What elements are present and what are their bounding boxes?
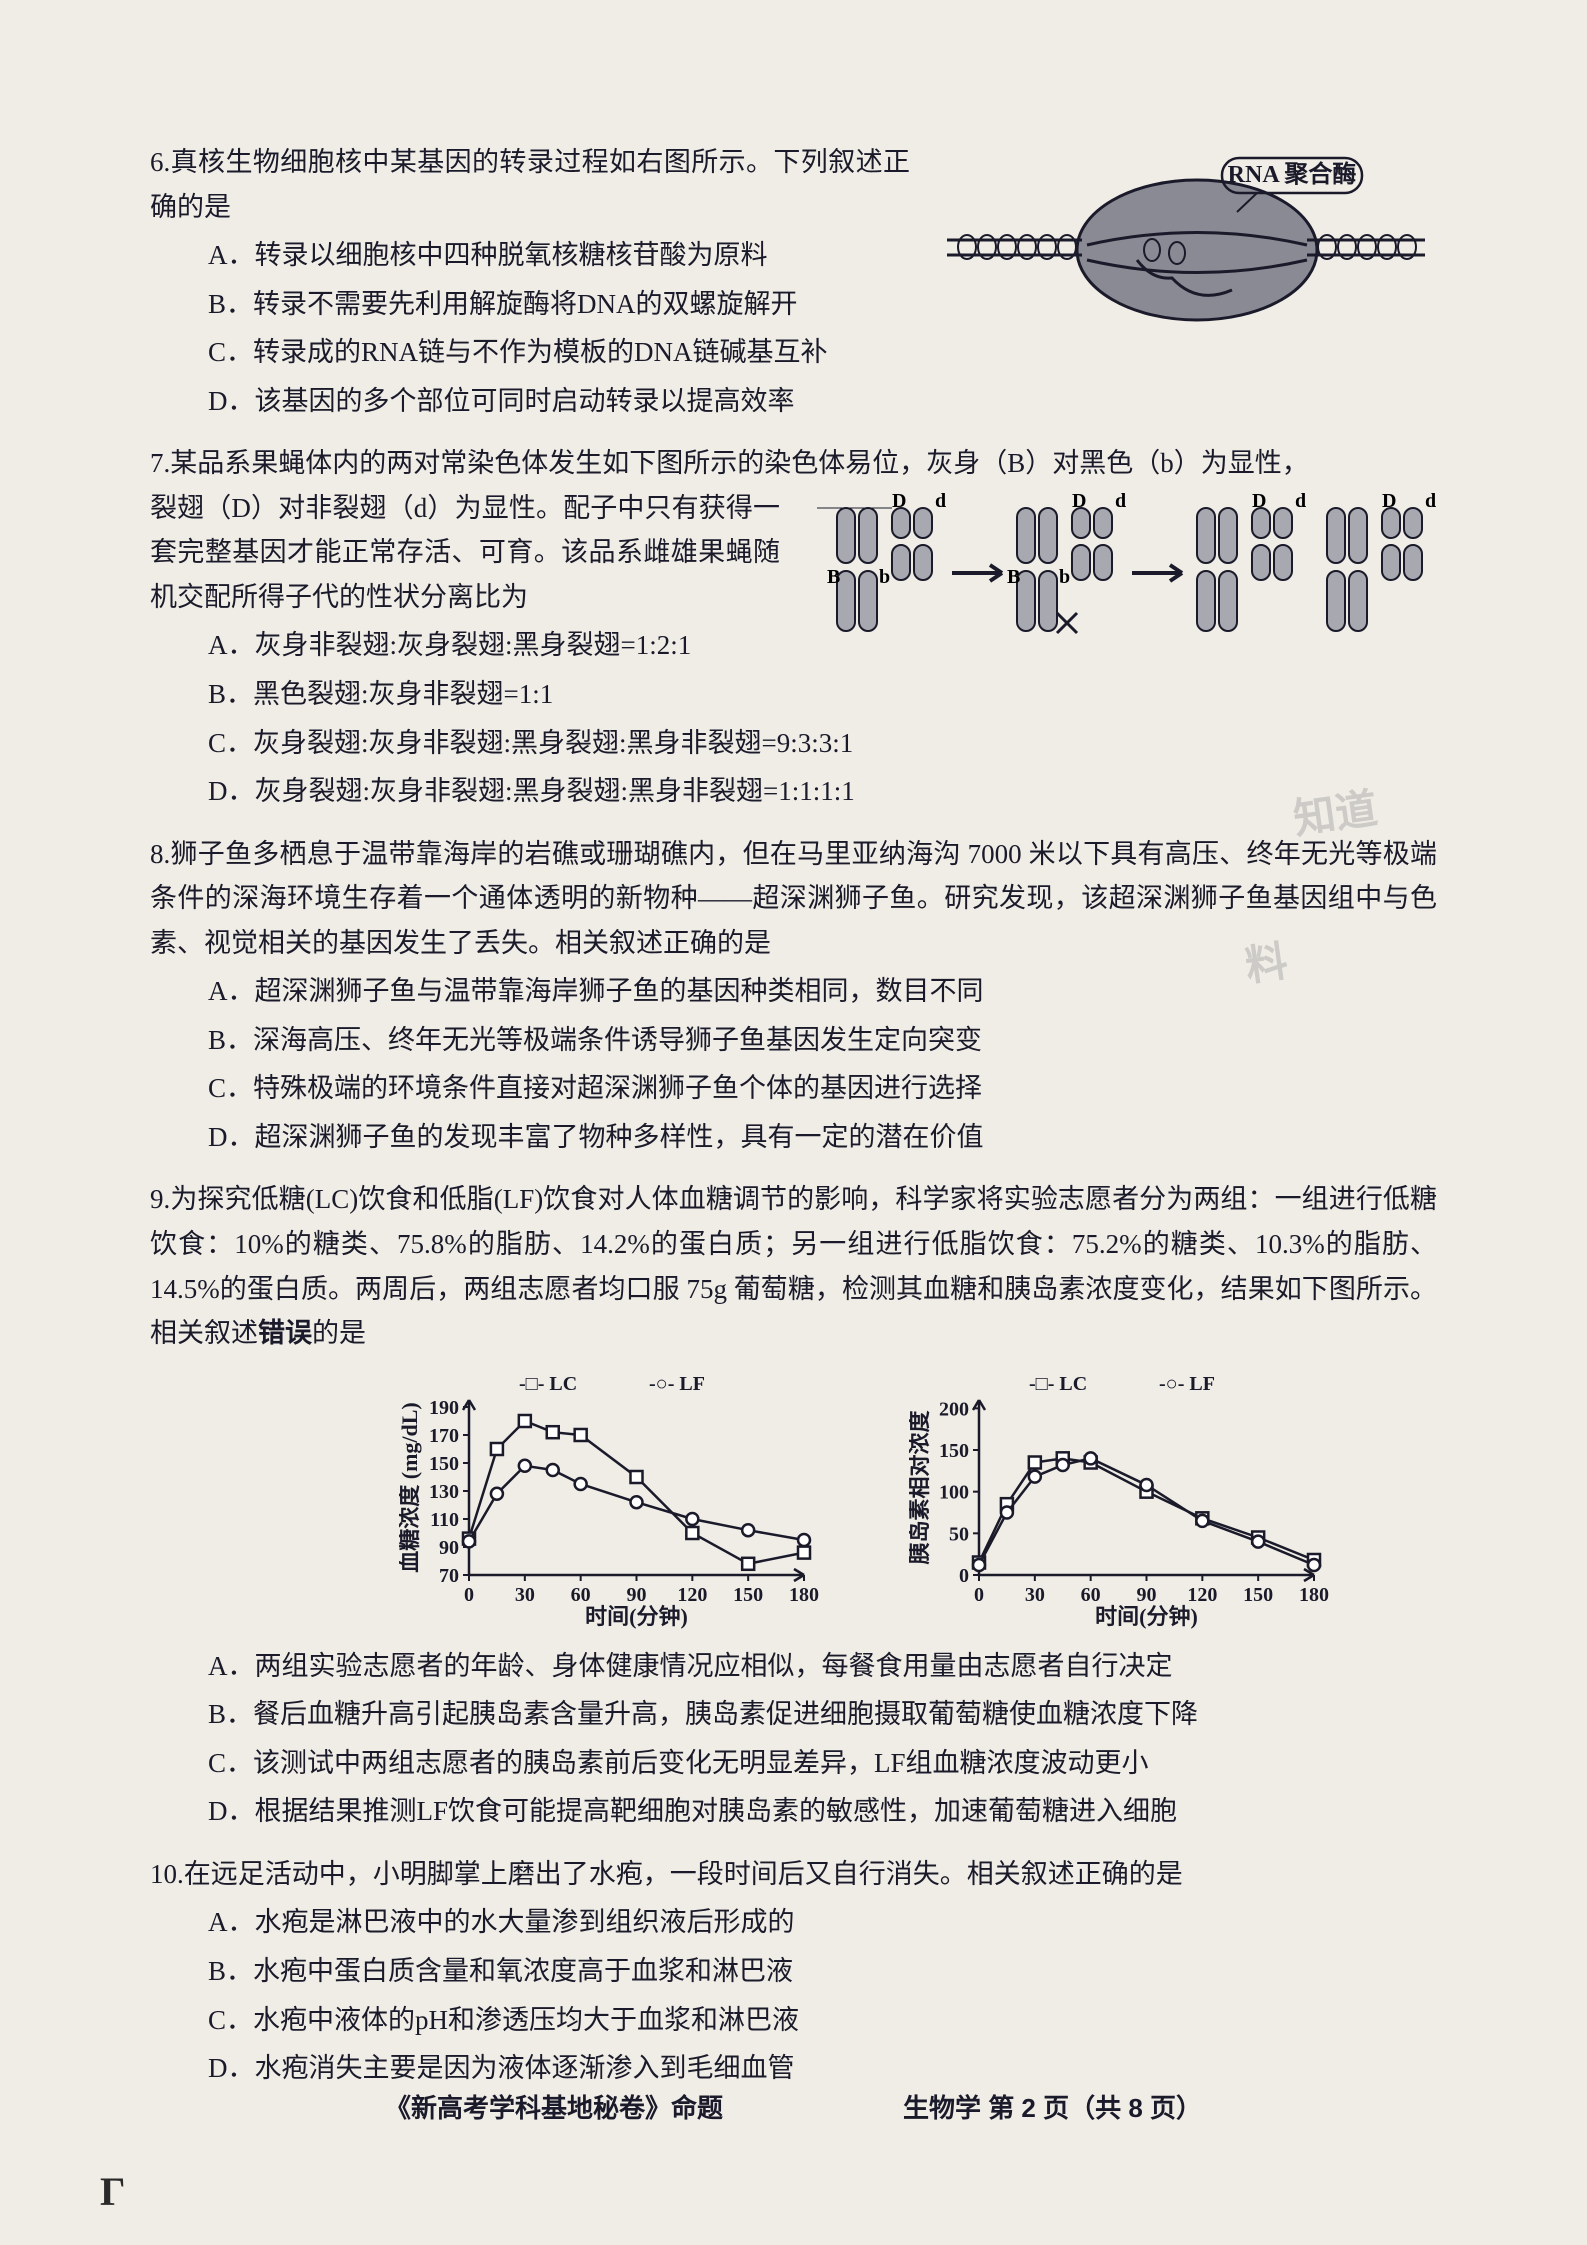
question-10: 10.在远足活动中，小明脚掌上磨出了水疱，一段时间后又自行消失。相关叙述正确的是… [150,1852,1437,2091]
svg-text:D: D [1072,490,1086,512]
svg-text:70: 70 [439,1565,459,1587]
q6-option-b: B．转录不需要先利用解旋酶将DNA的双螺旋解开 [208,282,910,327]
svg-text:200: 200 [939,1398,969,1420]
svg-text:150: 150 [1243,1584,1273,1606]
svg-text:150: 150 [939,1440,969,1462]
q9-chart-insulin: 0 30 60 90 120 150 180 0 50 100 150 200 时间(分钟) 胰岛素相对浓… [909,1370,1329,1630]
svg-text:190: 190 [429,1397,459,1419]
svg-text:胰岛素相对浓度: 胰岛素相对浓度 [909,1409,932,1564]
svg-text:D: D [1252,490,1266,512]
page-footer: 《新高考学科基地秘卷》命题 生物学 第 2 页（共 8 页） [0,2088,1587,2125]
q9-option-d: D．根据结果推测LF饮食可能提高靶细胞对胰岛素的敏感性，加速葡萄糖进入细胞 [208,1789,1437,1834]
footer-left: 《新高考学科基地秘卷》命题 [385,2088,723,2125]
q7-option-b: B．黑色裂翅:灰身非裂翅=1:1 [208,672,780,717]
q9-option-a: A．两组实验志愿者的年龄、身体健康情况应相似，每餐食用量由志愿者自行决定 [208,1644,1437,1689]
svg-text:D: D [892,490,906,512]
svg-text:90: 90 [439,1537,459,1559]
q9-option-b: B．餐后血糖升高引起胰岛素含量升高，胰岛素促进细胞摄取葡萄糖使血糖浓度下降 [208,1692,1437,1737]
svg-text:60: 60 [570,1584,590,1606]
svg-text:时间(分钟): 时间(分钟) [585,1604,688,1629]
question-8: 8.狮子鱼多栖息于温带靠海岸的岩礁或珊瑚礁内，但在马里亚纳海沟 7000 米以下… [150,832,1437,1160]
svg-text:0: 0 [959,1565,969,1587]
question-7: 7.某品系果蝇体内的两对常染色体发生如下图所示的染色体易位，灰身（B）对黑色（b… [150,441,1437,813]
svg-text:50: 50 [949,1523,969,1545]
question-6: 6.真核生物细胞核中某基因的转录过程如右图所示。下列叙述正确的是 A．转录以细胞… [150,140,1437,423]
q7-stem1: 7.某品系果蝇体内的两对常染色体发生如下图所示的染色体易位，灰身（B）对黑色（b… [150,441,1437,486]
svg-text:b: b [879,566,890,588]
svg-text:60: 60 [1080,1584,1100,1606]
svg-text:100: 100 [939,1481,969,1503]
q10-stem: 10.在远足活动中，小明脚掌上磨出了水疱，一段时间后又自行消失。相关叙述正确的是 [150,1852,1437,1897]
q7-stem2: 裂翅（D）对非裂翅（d）为显性。配子中只有获得一套完整基因才能正常存活、可育。该… [150,486,780,620]
q8-option-b: B．深海高压、终年无光等极端条件诱导狮子鱼基因发生定向突变 [208,1018,1437,1063]
svg-text:180: 180 [1299,1584,1329,1606]
q7-option-c: C．灰身裂翅:灰身非裂翅:黑身裂翅:黑身非裂翅=9:3:3:1 [208,721,1437,766]
svg-text:90: 90 [626,1584,646,1606]
q8-option-a: A．超深渊狮子鱼与温带靠海岸狮子鱼的基因种类相同，数目不同 [208,969,1437,1014]
q7-option-d: D．灰身裂翅:灰身非裂翅:黑身裂翅:黑身非裂翅=1:1:1:1 [208,769,1437,814]
q6-option-c: C．转录成的RNA链与不作为模板的DNA链碱基互补 [208,330,910,375]
svg-text:血糖浓度 (mg/dL): 血糖浓度 (mg/dL) [399,1402,422,1573]
q10-option-b: B．水疱中蛋白质含量和氧浓度高于血浆和淋巴液 [208,1949,1437,1994]
svg-text:b: b [1059,566,1070,588]
svg-text:d: d [935,490,946,512]
q10-option-d: D．水疱消失主要是因为液体逐渐渗入到毛细血管 [208,2046,1437,2091]
q6-figure-transcription: RNA 聚合酶 [937,150,1427,340]
svg-text:90: 90 [1136,1584,1156,1606]
svg-text:d: d [1115,490,1126,512]
svg-text:B: B [827,566,840,588]
svg-text:30: 30 [514,1584,534,1606]
q6-option-d: D．该基因的多个部位可同时启动转录以提高效率 [208,379,910,424]
svg-text:0: 0 [464,1584,474,1606]
svg-text:0: 0 [974,1584,984,1606]
svg-text:d: d [1295,490,1306,512]
svg-text:120: 120 [1187,1584,1217,1606]
q10-option-c: C．水疱中液体的pH和渗透压均大于血浆和淋巴液 [208,1998,1437,2043]
svg-text:130: 130 [429,1481,459,1503]
q9-option-c: C．该测试中两组志愿者的胰岛素前后变化无明显差异，LF组血糖浓度波动更小 [208,1741,1437,1786]
q6-fig-label: RNA 聚合酶 [1228,160,1357,188]
svg-text:-○- LF: -○- LF [1159,1373,1215,1395]
question-9: 9.为探究低糖(LC)饮食和低脂(LF)饮食对人体血糖调节的影响，科学家将实验志… [150,1177,1437,1833]
svg-text:110: 110 [430,1509,459,1531]
svg-text:120: 120 [677,1584,707,1606]
svg-text:-□- LC: -□- LC [1029,1373,1087,1395]
svg-text:150: 150 [733,1584,763,1606]
svg-text:D: D [1382,490,1396,512]
svg-text:-○- LF: -○- LF [649,1373,705,1395]
svg-text:180: 180 [789,1584,819,1606]
q8-stem: 8.狮子鱼多栖息于温带靠海岸的岩礁或珊瑚礁内，但在马里亚纳海沟 7000 米以下… [150,832,1437,966]
svg-text:150: 150 [429,1453,459,1475]
q8-option-c: C．特殊极端的环境条件直接对超深渊狮子鱼个体的基因进行选择 [208,1066,1437,1111]
svg-text:30: 30 [1024,1584,1044,1606]
footer-right: 生物学 第 2 页（共 8 页） [903,2088,1202,2125]
q9-stem: 9.为探究低糖(LC)饮食和低脂(LF)饮食对人体血糖调节的影响，科学家将实验志… [150,1177,1437,1355]
q6-option-a: A．转录以细胞核中四种脱氧核糖核苷酸为原料 [208,233,910,278]
svg-text:-□- LC: -□- LC [519,1373,577,1395]
corner-mark-icon: Γ [100,2168,125,2215]
q9-chart-blood-glucose: 0 30 60 90 120 150 180 70 90 110 130 150 170 190 时间(分钟… [399,1370,819,1630]
q7-option-a: A．灰身非裂翅:灰身裂翅:黑身裂翅=1:2:1 [208,623,780,668]
q6-stem: 6.真核生物细胞核中某基因的转录过程如右图所示。下列叙述正确的是 [150,140,910,229]
svg-text:时间(分钟): 时间(分钟) [1095,1604,1198,1629]
q10-option-a: A．水疱是淋巴液中的水大量渗到组织液后形成的 [208,1900,1437,1945]
svg-text:B: B [1007,566,1020,588]
svg-text:d: d [1425,490,1436,512]
q8-option-d: D．超深渊狮子鱼的发现丰富了物种多样性，具有一定的潜在价值 [208,1115,1437,1160]
svg-text:170: 170 [429,1425,459,1447]
q7-figure-chromosome: B b D d B b D d D d D d [817,483,1437,653]
